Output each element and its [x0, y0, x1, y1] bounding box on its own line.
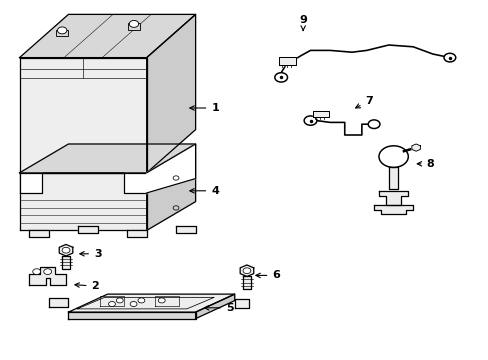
Text: 4: 4: [189, 186, 219, 196]
Polygon shape: [20, 58, 146, 173]
Circle shape: [129, 21, 139, 27]
Polygon shape: [29, 230, 49, 237]
Bar: [128, 23, 140, 30]
Text: 9: 9: [299, 15, 306, 31]
Polygon shape: [312, 111, 328, 117]
Circle shape: [44, 269, 52, 274]
Text: 6: 6: [255, 270, 280, 280]
Polygon shape: [195, 294, 234, 319]
Polygon shape: [378, 191, 407, 205]
Polygon shape: [146, 14, 195, 173]
Circle shape: [138, 298, 144, 303]
Polygon shape: [29, 267, 66, 285]
Polygon shape: [49, 298, 68, 307]
Circle shape: [130, 302, 137, 307]
Polygon shape: [78, 226, 98, 233]
Text: 5: 5: [204, 303, 233, 313]
Polygon shape: [20, 144, 195, 173]
Polygon shape: [20, 173, 146, 230]
Circle shape: [33, 269, 41, 274]
Polygon shape: [68, 294, 234, 312]
Circle shape: [62, 247, 70, 253]
Polygon shape: [278, 57, 295, 65]
Circle shape: [58, 27, 67, 34]
Circle shape: [304, 116, 316, 125]
Text: 7: 7: [355, 96, 372, 108]
Circle shape: [443, 53, 455, 62]
Polygon shape: [20, 14, 195, 58]
Text: 1: 1: [189, 103, 219, 113]
Circle shape: [158, 298, 165, 303]
Polygon shape: [68, 312, 195, 319]
Polygon shape: [20, 173, 42, 193]
Bar: [56, 30, 68, 36]
Polygon shape: [234, 299, 249, 307]
Circle shape: [116, 298, 123, 303]
Polygon shape: [146, 144, 195, 230]
Polygon shape: [240, 265, 253, 276]
Polygon shape: [388, 167, 397, 189]
Polygon shape: [176, 226, 195, 233]
Circle shape: [274, 73, 287, 82]
Circle shape: [243, 268, 250, 274]
Text: 3: 3: [80, 249, 102, 259]
Polygon shape: [373, 205, 412, 214]
Text: 8: 8: [416, 159, 433, 169]
Polygon shape: [59, 244, 73, 256]
Polygon shape: [146, 144, 195, 193]
Circle shape: [367, 120, 379, 129]
Polygon shape: [411, 144, 420, 151]
Polygon shape: [62, 256, 70, 269]
Polygon shape: [127, 230, 146, 237]
Polygon shape: [123, 173, 146, 193]
Polygon shape: [243, 276, 250, 289]
Text: 2: 2: [75, 281, 99, 291]
Circle shape: [108, 302, 115, 307]
Circle shape: [378, 146, 407, 167]
